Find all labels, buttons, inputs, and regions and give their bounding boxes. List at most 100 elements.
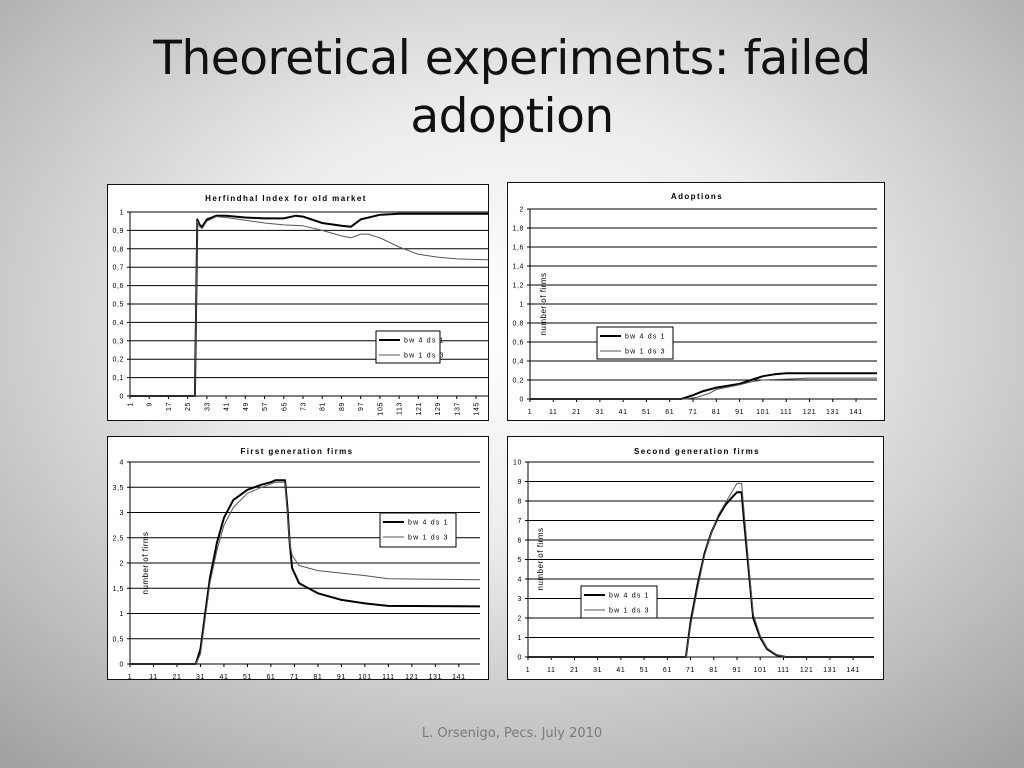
- adoptions-x-tick-label: 111: [780, 409, 792, 416]
- second-gen-x-tick-label: 11: [547, 667, 555, 674]
- slide-footer: L. Orsenigo, Pecs. July 2010: [421, 726, 603, 741]
- second-gen-x-tick-label: 1: [526, 667, 531, 674]
- herfindhal-x-tick-label: 49: [243, 402, 250, 411]
- first-gen-x-tick-label: 31: [196, 674, 205, 681]
- slide-title-line-1: Theoretical experiments: failed: [153, 31, 871, 86]
- herfindhal-legend: [375, 330, 441, 364]
- adoptions-x-tick-label: 71: [689, 409, 698, 416]
- herfindhal-x-tick-label: 97: [358, 402, 365, 411]
- second-gen-y-tick-label: 3: [518, 596, 523, 603]
- first-gen-y-tick-label: 2: [120, 561, 125, 568]
- herfindhal-x-tick-label: 65: [281, 402, 288, 411]
- first-gen-y-tick-label: 3: [120, 510, 125, 517]
- chart-second-generation: Second generation firms 0 1 2 3 4 5 6 7 8 9 10 1 11 21…: [507, 436, 884, 680]
- slide-title-line-2: adoption: [410, 89, 614, 144]
- second-gen-legend-label-1: bw 4 ds 1: [609, 593, 650, 600]
- second-gen-series-1-line: [528, 491, 874, 658]
- first-gen-x-tick-label: 141: [452, 674, 465, 681]
- second-gen-x-tick-label: 121: [800, 667, 813, 674]
- herfindhal-y-tick-label: 0: [120, 394, 125, 401]
- herfindhal-x-tick-label: 9: [147, 402, 154, 407]
- first-gen-y-tick-label: 0,5: [112, 636, 124, 643]
- herfindhal-x-tick-label: 113: [397, 402, 404, 415]
- chart-first-generation: First generation firms 0 0,5 1 1,5 2 2,5 3 3,5 4 1…: [107, 436, 489, 681]
- second-gen-x-tick-label: 101: [753, 667, 766, 674]
- adoptions-series-2-line: [530, 377, 877, 400]
- second-gen-x-tick-label: 31: [593, 667, 602, 674]
- first-gen-x-tick-label: 51: [243, 674, 252, 681]
- chart-first-generation-svg: First generation firms00,511,522,533,541…: [112, 447, 481, 681]
- first-gen-x-tick-label: 1: [128, 674, 133, 681]
- second-gen-y-tick-label: 7: [518, 518, 523, 525]
- adoptions-y-tick-label: 1,6: [512, 245, 524, 252]
- first-gen-y-tick-label: 1: [120, 611, 125, 618]
- adoptions-x-tick-label: 141: [849, 409, 862, 416]
- adoptions-x-tick-label: 121: [803, 409, 816, 416]
- herfindhal-x-tick-label: 1: [128, 402, 135, 407]
- first-gen-y-axis-label: number of firms: [141, 531, 150, 594]
- chart-herfindhal-svg: Herfindhal Index for old market 0 0,1 0,2 0,…: [112, 194, 489, 415]
- herfindhal-x-tick-label: 81: [320, 402, 327, 411]
- adoptions-x-tick-label: 1: [528, 409, 533, 416]
- first-gen-legend-label-1: bw 4 ds 1: [408, 520, 449, 527]
- herfindhal-x-tick-label: 145: [473, 402, 480, 415]
- herfindhal-x-tick-label: 73: [300, 402, 307, 411]
- second-gen-y-tick-label: 6: [518, 538, 523, 545]
- second-gen-x-tick-label: 111: [777, 667, 789, 674]
- second-gen-x-tick-label: 141: [846, 667, 859, 674]
- herfindhal-x-tick-label: 89: [339, 402, 346, 411]
- first-gen-x-tick-label: 131: [429, 674, 442, 681]
- adoptions-x-tick-label: 91: [735, 409, 744, 416]
- second-gen-x-tick-label: 91: [732, 667, 741, 674]
- chart-herfindhal: Herfindhal Index for old market 0 0,1 0,2 0,…: [107, 184, 489, 421]
- adoptions-legend: [596, 326, 674, 360]
- herfindhal-series-1-line: [130, 212, 488, 397]
- adoptions-y-tick-label: 1: [520, 302, 525, 309]
- second-gen-y-tick-label: 1: [518, 635, 523, 642]
- herfindhal-title: Herfindhal Index for old market: [205, 194, 367, 203]
- herfindhal-y-tick-label: 1: [120, 210, 125, 217]
- first-gen-x-tick-label: 71: [290, 674, 299, 681]
- first-gen-x-tick-label: 21: [172, 674, 181, 681]
- second-gen-y-tick-label: 8: [518, 499, 523, 506]
- first-gen-y-tick-label: 0: [120, 662, 125, 669]
- adoptions-legend-label-2: bw 1 ds 3: [625, 349, 666, 356]
- first-gen-series-1-line: [130, 479, 481, 665]
- second-gen-y-axis-label: number of firms: [536, 527, 545, 590]
- first-gen-x-tick-label: 41: [219, 674, 228, 681]
- herfindhal-y-tick-label: 0,9: [112, 228, 124, 235]
- herfindhal-y-tick-label: 0,5: [112, 302, 124, 309]
- second-gen-x-tick-label: 21: [570, 667, 579, 674]
- adoptions-x-tick-label: 61: [665, 409, 674, 416]
- adoptions-x-tick-label: 81: [712, 409, 721, 416]
- second-gen-x-tick-label: 131: [823, 667, 836, 674]
- chart-adoptions: Adoptions 0 0,2 0,4 0,6 0,8 1 1,2 1,4 1,6 1,8 2 1 11 2…: [507, 182, 885, 421]
- slide-title: Theoretical experiments: failed adoption: [112, 30, 912, 146]
- adoptions-y-tick-label: 1,2: [512, 283, 524, 290]
- adoptions-y-tick-label: 0,2: [512, 378, 524, 385]
- first-gen-x-tick-label: 81: [313, 674, 322, 681]
- herfindhal-y-tick-label: 0,3: [112, 338, 124, 345]
- adoptions-y-tick-label: 0,6: [512, 340, 524, 347]
- adoptions-y-axis-label: number of firms: [539, 272, 548, 335]
- second-gen-y-tick-label: 9: [518, 479, 523, 486]
- second-gen-title: Second generation firms: [634, 447, 760, 456]
- first-gen-y-tick-label: 3,5: [112, 485, 124, 492]
- adoptions-x-tick-label: 51: [642, 409, 651, 416]
- herfindhal-y-tick-label: 0,4: [112, 320, 124, 327]
- herfindhal-legend-label-2: bw 1 ds 3: [404, 353, 445, 360]
- second-gen-x-tick-label: 71: [686, 667, 695, 674]
- herfindhal-y-tick-label: 0,8: [112, 246, 124, 253]
- second-gen-y-tick-label: 0: [518, 655, 523, 662]
- second-gen-y-tick-label: 5: [518, 557, 523, 564]
- first-gen-y-tick-label: 2,5: [112, 535, 124, 542]
- second-gen-y-tick-label: 10: [513, 460, 522, 467]
- adoptions-y-tick-label: 0,8: [512, 321, 524, 328]
- first-gen-x-tick-label: 101: [358, 674, 371, 681]
- first-gen-y-tick-label: 4: [120, 460, 125, 467]
- first-gen-title: First generation firms: [240, 447, 353, 456]
- first-gen-legend: [379, 512, 457, 548]
- adoptions-y-tick-label: 2: [520, 207, 525, 214]
